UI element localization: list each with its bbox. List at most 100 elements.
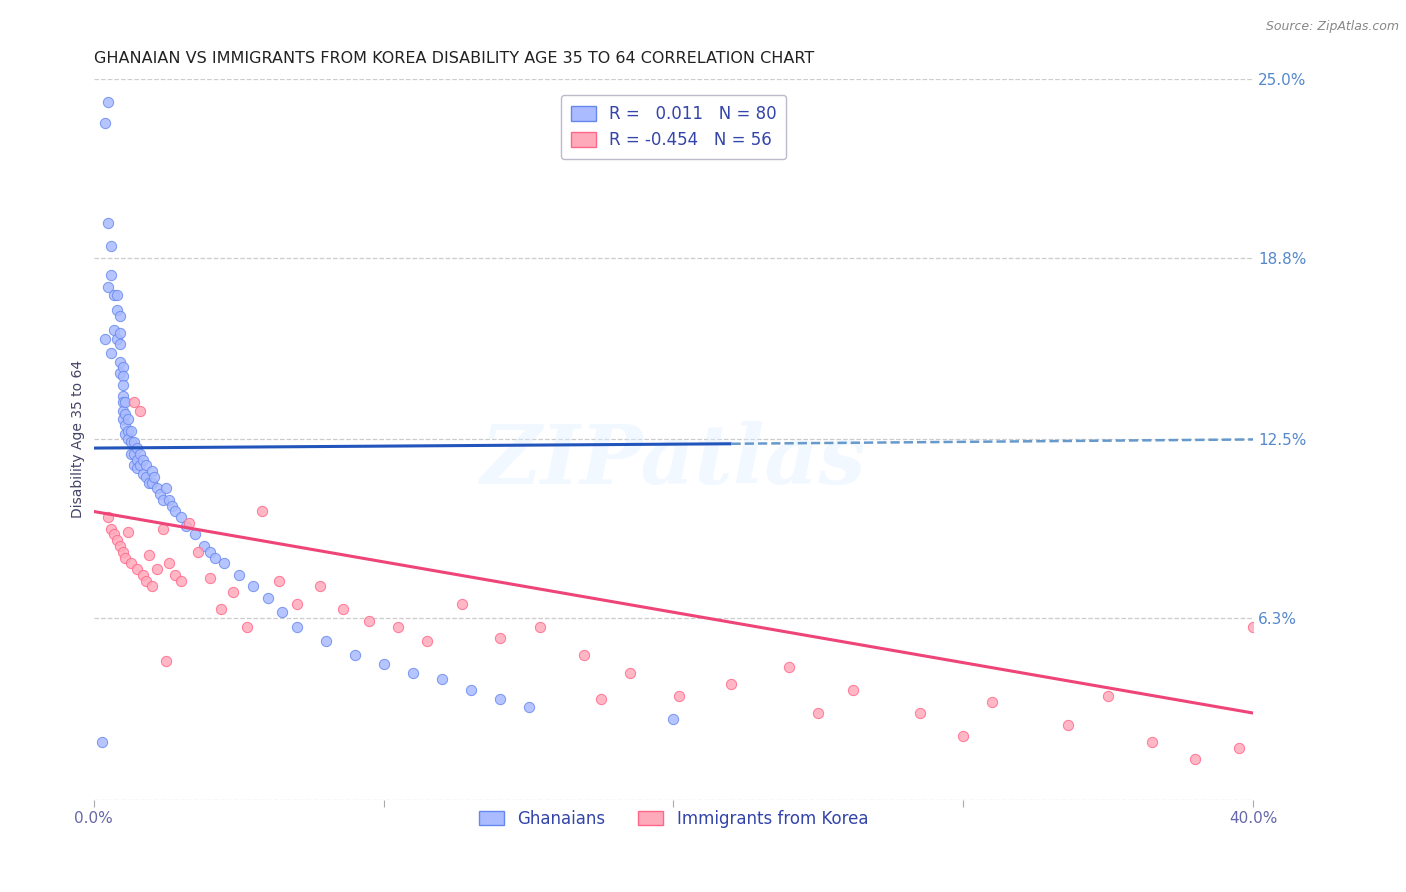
Ghanaians <box>160 499 183 513</box>
Ghanaians <box>100 268 122 283</box>
Immigrants from Korea <box>779 660 801 674</box>
Ghanaians <box>242 579 264 593</box>
Ghanaians <box>149 487 172 501</box>
Immigrants from Korea <box>952 729 974 743</box>
Ghanaians <box>117 433 139 447</box>
Ghanaians <box>152 492 174 507</box>
Immigrants from Korea <box>103 527 125 541</box>
Immigrants from Korea <box>1056 717 1078 731</box>
Ghanaians <box>97 279 120 293</box>
Ghanaians <box>122 435 145 450</box>
Immigrants from Korea <box>619 665 641 680</box>
Immigrants from Korea <box>668 689 690 703</box>
Ghanaians <box>114 395 136 409</box>
Ghanaians <box>114 426 136 441</box>
Ghanaians <box>125 461 148 475</box>
Immigrants from Korea <box>100 522 122 536</box>
Immigrants from Korea <box>842 683 865 698</box>
Immigrants from Korea <box>250 504 273 518</box>
Text: Source: ZipAtlas.com: Source: ZipAtlas.com <box>1265 20 1399 33</box>
Immigrants from Korea <box>97 510 120 524</box>
Immigrants from Korea <box>1140 735 1163 749</box>
Ghanaians <box>108 354 131 368</box>
Immigrants from Korea <box>450 597 472 611</box>
Immigrants from Korea <box>105 533 128 548</box>
Immigrants from Korea <box>308 579 330 593</box>
Ghanaians <box>155 482 177 496</box>
Ghanaians <box>212 557 235 571</box>
Immigrants from Korea <box>357 614 380 628</box>
Ghanaians <box>122 458 145 473</box>
Ghanaians <box>94 332 117 346</box>
Immigrants from Korea <box>179 516 201 530</box>
Immigrants from Korea <box>122 395 145 409</box>
Ghanaians <box>105 288 128 302</box>
Ghanaians <box>111 360 134 375</box>
Immigrants from Korea <box>146 562 169 576</box>
Ghanaians <box>120 435 142 450</box>
Ghanaians <box>373 657 395 672</box>
Immigrants from Korea <box>132 567 155 582</box>
Text: GHANAIAN VS IMMIGRANTS FROM KOREA DISABILITY AGE 35 TO 64 CORRELATION CHART: GHANAIAN VS IMMIGRANTS FROM KOREA DISABI… <box>94 51 814 66</box>
Immigrants from Korea <box>285 597 308 611</box>
Ghanaians <box>256 591 278 605</box>
Ghanaians <box>97 95 120 110</box>
Ghanaians <box>100 346 122 360</box>
Immigrants from Korea <box>488 631 510 645</box>
Ghanaians <box>184 527 207 541</box>
Immigrants from Korea <box>1184 752 1206 766</box>
Ghanaians <box>228 567 250 582</box>
Ghanaians <box>108 337 131 351</box>
Ghanaians <box>108 366 131 380</box>
Immigrants from Korea <box>108 539 131 553</box>
Ghanaians <box>132 467 155 481</box>
Immigrants from Korea <box>416 634 439 648</box>
Immigrants from Korea <box>1227 740 1250 755</box>
Ghanaians <box>105 332 128 346</box>
Immigrants from Korea <box>141 579 163 593</box>
Ghanaians <box>176 519 198 533</box>
Immigrants from Korea <box>117 524 139 539</box>
Immigrants from Korea <box>1241 620 1264 634</box>
Immigrants from Korea <box>807 706 830 720</box>
Ghanaians <box>401 665 423 680</box>
Immigrants from Korea <box>198 571 221 585</box>
Ghanaians <box>105 302 128 317</box>
Ghanaians <box>129 447 152 461</box>
Ghanaians <box>135 470 157 484</box>
Ghanaians <box>271 605 294 619</box>
Immigrants from Korea <box>720 677 742 691</box>
Immigrants from Korea <box>332 602 354 616</box>
Y-axis label: Disability Age 35 to 64: Disability Age 35 to 64 <box>72 360 86 518</box>
Immigrants from Korea <box>222 585 245 599</box>
Immigrants from Korea <box>111 545 134 559</box>
Immigrants from Korea <box>152 522 174 536</box>
Immigrants from Korea <box>572 648 595 663</box>
Ghanaians <box>460 683 482 698</box>
Immigrants from Korea <box>125 562 148 576</box>
Immigrants from Korea <box>981 695 1004 709</box>
Ghanaians <box>111 412 134 426</box>
Ghanaians <box>111 389 134 403</box>
Ghanaians <box>138 475 160 490</box>
Text: ZIPatlas: ZIPatlas <box>481 421 866 501</box>
Immigrants from Korea <box>187 545 209 559</box>
Immigrants from Korea <box>908 706 931 720</box>
Immigrants from Korea <box>169 574 191 588</box>
Ghanaians <box>315 634 337 648</box>
Ghanaians <box>129 458 152 473</box>
Ghanaians <box>103 288 125 302</box>
Immigrants from Korea <box>155 654 177 668</box>
Immigrants from Korea <box>157 557 180 571</box>
Immigrants from Korea <box>163 567 186 582</box>
Ghanaians <box>285 620 308 634</box>
Ghanaians <box>193 539 215 553</box>
Immigrants from Korea <box>114 550 136 565</box>
Ghanaians <box>108 309 131 323</box>
Ghanaians <box>120 447 142 461</box>
Ghanaians <box>111 395 134 409</box>
Ghanaians <box>169 510 191 524</box>
Ghanaians <box>143 470 166 484</box>
Ghanaians <box>343 648 366 663</box>
Immigrants from Korea <box>529 620 551 634</box>
